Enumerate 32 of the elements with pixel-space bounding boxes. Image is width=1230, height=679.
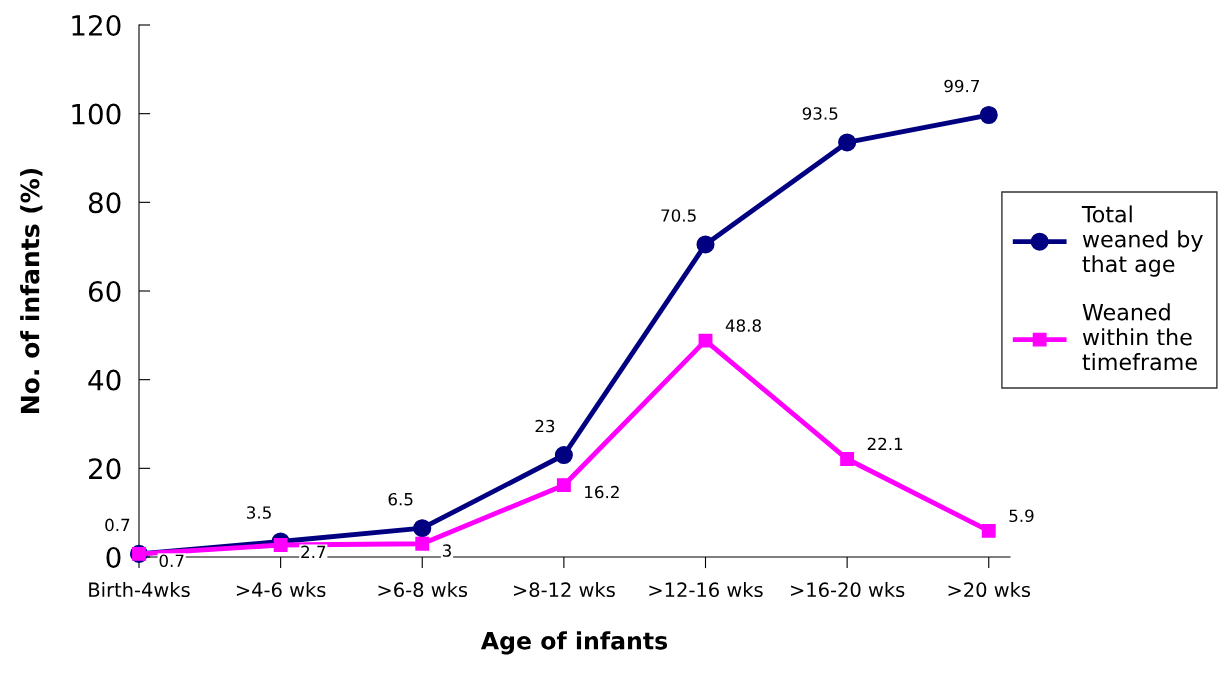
data-label: 5.9 <box>1009 509 1034 523</box>
x-tick-label: >6-8 wks <box>378 582 468 598</box>
y-tick-label: 0 <box>106 546 121 568</box>
x-tick-label: >8-12 wks <box>513 582 615 598</box>
data-label: 0.7 <box>159 554 184 568</box>
data-label: 2.7 <box>301 545 326 558</box>
x-tick-label: >20 wks <box>948 582 1031 598</box>
y-axis-title: No. of infants (%) <box>20 168 43 413</box>
y-tick-label: 100 <box>72 103 121 125</box>
data-label: 22.1 <box>867 437 903 450</box>
y-tick-label: 120 <box>72 14 121 36</box>
data-label: 16.2 <box>585 485 619 499</box>
y-tick-label: 60 <box>88 280 121 302</box>
y-tick-label: 40 <box>88 369 121 391</box>
y-tick-label: 80 <box>88 192 121 214</box>
legend-label: Total weaned by that age <box>1081 205 1203 277</box>
x-tick-label: Birth-4wks <box>89 582 190 598</box>
legend-label: Weaned within the timeframe <box>1082 303 1197 371</box>
y-tick-label: 20 <box>89 458 121 480</box>
data-label: 23 <box>535 419 555 433</box>
data-label: 3.5 <box>247 506 271 519</box>
data-label: 99.7 <box>944 79 979 93</box>
data-label: 3 <box>442 544 451 557</box>
data-label: 0.7 <box>105 518 130 532</box>
x-tick-label: >16-20 wks <box>791 582 905 598</box>
data-label: 70.5 <box>661 209 696 222</box>
data-label: 48.8 <box>725 319 761 332</box>
x-tick-label: >4-6 wks <box>236 582 326 598</box>
x-tick-label: >12-16 wks <box>649 582 763 598</box>
data-label: 6.5 <box>388 492 413 506</box>
data-label: 93.5 <box>802 107 838 120</box>
x-axis-title: Age of infants <box>480 631 668 655</box>
